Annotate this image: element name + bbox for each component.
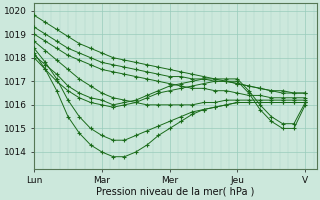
X-axis label: Pression niveau de la mer( hPa ): Pression niveau de la mer( hPa ) (96, 187, 254, 197)
